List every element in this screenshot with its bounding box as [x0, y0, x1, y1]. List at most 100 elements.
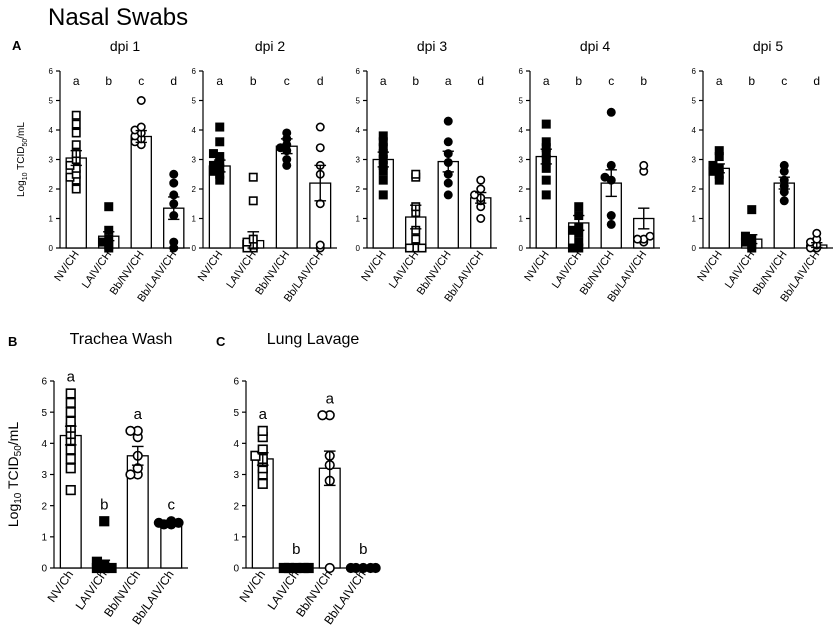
data-point [345, 562, 356, 574]
data-point [91, 556, 103, 567]
chart-title: dpi 4 [580, 38, 611, 54]
data-point [315, 143, 325, 153]
data-point [417, 243, 427, 253]
category-label: LAIV/CH [723, 249, 757, 291]
chart-title: dpi 5 [753, 38, 784, 54]
data-point [65, 416, 76, 427]
data-point [71, 140, 81, 150]
y-tick-label: 3 [692, 155, 697, 164]
y-tick-label: 4 [233, 439, 239, 450]
data-point [71, 110, 81, 120]
data-point [169, 178, 179, 188]
y-tick-label: 1 [692, 214, 697, 223]
y-tick-label: 3 [49, 155, 54, 164]
category-label: NV/CH [196, 249, 225, 284]
chart-title: Lung Lavage [267, 331, 360, 348]
y-tick-label: 2 [519, 185, 524, 194]
category-label: NV/CH [695, 249, 724, 284]
y-tick-label: 6 [49, 67, 54, 76]
data-point [632, 234, 642, 244]
data-point [541, 175, 551, 185]
significance-letter: b [292, 541, 300, 558]
significance-letter: a [259, 406, 268, 423]
y-tick-label: 2 [49, 185, 54, 194]
data-point [257, 478, 268, 489]
significance-letter: b [640, 74, 647, 88]
panel-label-a: A [12, 38, 22, 53]
data-point [65, 397, 76, 408]
data-point [169, 169, 179, 179]
data-point [71, 184, 81, 194]
category-label: LAIV/CH [80, 249, 114, 291]
y-tick-label: 3 [41, 470, 47, 481]
data-point [65, 453, 76, 465]
significance-letter: a [134, 406, 143, 423]
significance-letter: d [813, 74, 820, 88]
data-point [378, 190, 388, 200]
category-label: LAIV/CH [224, 249, 258, 291]
y-tick-label: 5 [233, 408, 239, 419]
data-point [606, 107, 616, 117]
data-point [208, 149, 218, 159]
y-tick-label: 2 [356, 185, 361, 194]
data-point [248, 172, 258, 182]
data-point [324, 562, 335, 574]
y-tick-label: 2 [41, 501, 47, 512]
data-point [169, 237, 179, 247]
y-tick-label: 0 [692, 244, 697, 253]
data-point [541, 119, 551, 129]
data-point [606, 219, 616, 229]
data-point [443, 178, 453, 188]
significance-letter: a [216, 74, 223, 88]
data-point [65, 407, 76, 418]
y-tick-label: 1 [49, 214, 54, 223]
data-point [606, 211, 616, 221]
y-tick-label: 3 [233, 470, 239, 481]
data-point [104, 202, 114, 212]
significance-letter: b [575, 74, 582, 88]
data-point [65, 484, 76, 496]
category-label: LAIV/CH [550, 249, 584, 291]
y-axis-label: Log10 TCID50/mL [5, 422, 24, 527]
significance-letter: a [326, 390, 335, 407]
category-label: NV/CH [52, 249, 81, 284]
data-point [708, 160, 718, 170]
data-point [476, 214, 486, 224]
data-point [476, 175, 486, 185]
chart-title: dpi 3 [417, 38, 448, 54]
data-point [779, 160, 789, 170]
panel-label-c: C [216, 334, 226, 349]
data-point [476, 184, 486, 194]
data-point [153, 517, 164, 528]
data-point [282, 155, 292, 165]
data-point [65, 388, 76, 399]
data-point [315, 122, 325, 132]
data-point [747, 205, 757, 215]
bar [160, 523, 183, 569]
data-point [378, 175, 388, 185]
data-point [645, 231, 655, 241]
significance-letter: c [608, 74, 614, 88]
y-tick-label: 4 [519, 126, 524, 135]
significance-letter: d [477, 74, 484, 88]
significance-letter: c [781, 74, 787, 88]
data-point [443, 190, 453, 200]
data-point [215, 137, 225, 147]
y-tick-label: 4 [356, 126, 361, 135]
chart-trachea-wash: 0 1 2 3 4 5 6 Trachea Wash Log10 TCID50/mL a NV/Ch… [5, 331, 188, 627]
data-point [541, 163, 551, 173]
category-label: NV/Ch [44, 568, 76, 605]
y-tick-label: 0 [192, 244, 197, 253]
significance-letter: c [168, 496, 176, 513]
significance-letter: b [412, 74, 419, 88]
data-point [378, 131, 388, 141]
significance-letter: d [317, 74, 324, 88]
data-point [714, 146, 724, 156]
significance-letter: a [445, 74, 452, 88]
data-point [812, 228, 822, 238]
